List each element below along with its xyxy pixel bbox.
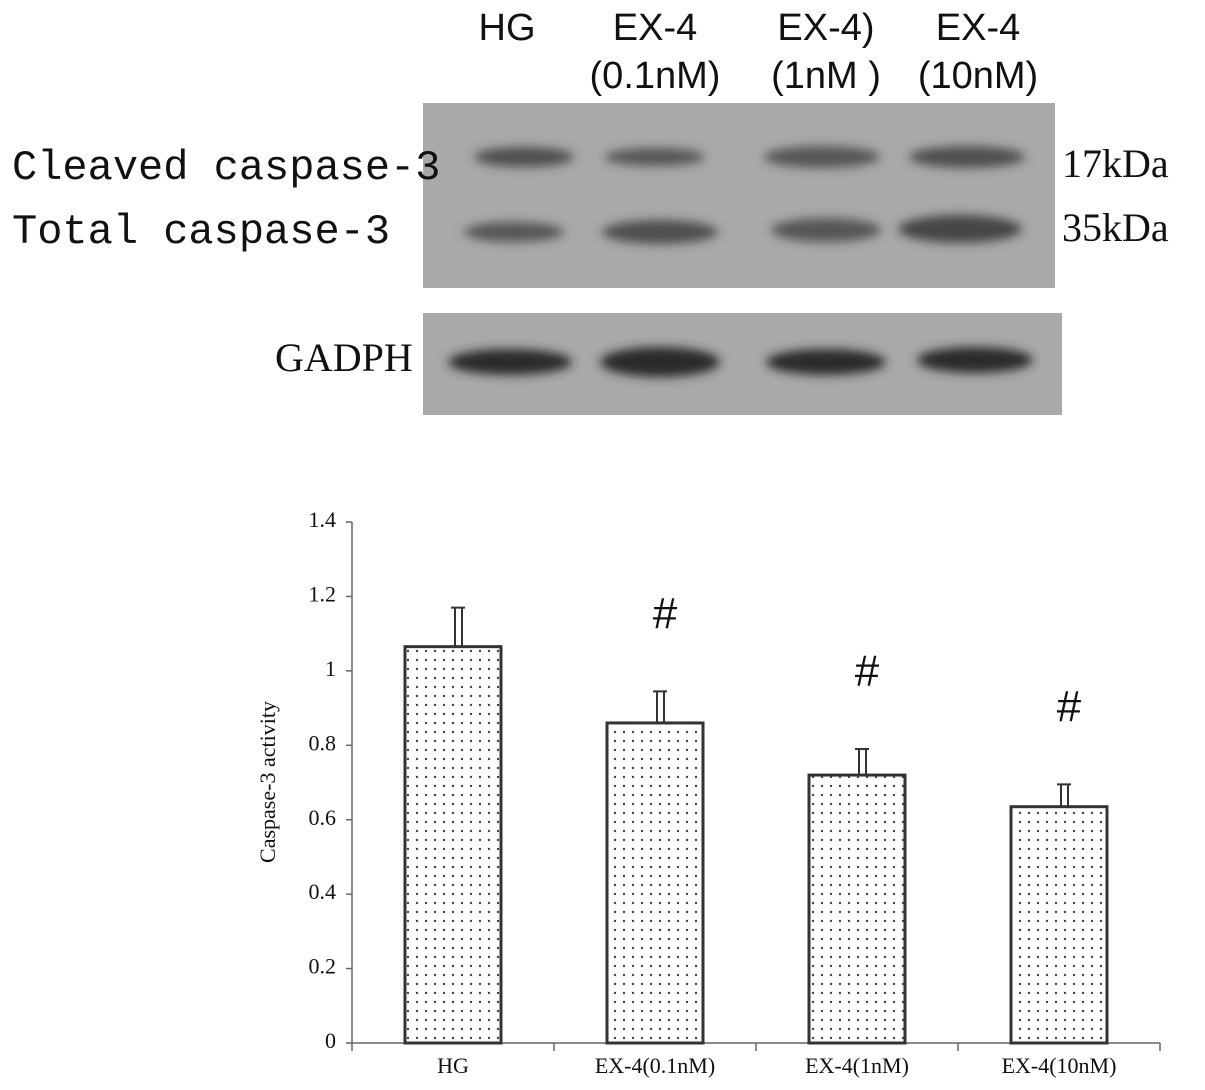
y-tick-label: 1.2 — [309, 581, 337, 606]
error-bar — [1057, 783, 1071, 807]
y-axis-label: Caspase-3 activity — [255, 701, 280, 863]
bar — [1009, 805, 1109, 1045]
size-label: 35kDa — [1062, 205, 1169, 250]
row-label: GADPH — [275, 335, 413, 380]
row-label: Cleaved caspase-3 — [12, 144, 440, 192]
lane-label: (10nM) — [918, 55, 1038, 97]
row-label: Total caspase-3 — [12, 208, 390, 256]
lane-label: HG — [479, 7, 536, 49]
blot-bands — [448, 347, 1033, 377]
y-tick-label: 0.6 — [309, 805, 337, 830]
lane-label: (1nM ) — [771, 55, 881, 97]
y-tick-label: 0.2 — [309, 954, 337, 979]
y-tick-label: 0.8 — [309, 730, 337, 755]
lane-label: EX-4) — [777, 7, 874, 49]
y-tick-label: 1 — [325, 656, 336, 681]
error-bar — [855, 748, 869, 776]
size-label: 17kDa — [1062, 141, 1169, 186]
lane-label: EX-4 — [936, 7, 1020, 49]
blot-image — [423, 103, 1055, 288]
annotation: # — [1057, 682, 1082, 731]
annotation: # — [855, 647, 880, 696]
x-tick-label: EX-4(0.1nM) — [595, 1053, 715, 1078]
y-tick-label: 0 — [325, 1028, 336, 1053]
y-tick-label: 1.4 — [309, 507, 337, 532]
lane-label: EX-4 — [613, 7, 697, 49]
bar — [807, 773, 907, 1045]
x-tick-label: EX-4(10nM) — [1002, 1053, 1117, 1078]
error-bar — [451, 606, 465, 647]
x-tick-label: EX-4(1nM) — [805, 1053, 909, 1078]
bar — [605, 721, 705, 1045]
bar — [403, 645, 503, 1045]
annotation: # — [653, 589, 678, 638]
lane-label: (0.1nM) — [590, 55, 721, 97]
error-bar — [653, 690, 667, 723]
blot-bands — [464, 146, 1025, 244]
x-tick-label: HG — [437, 1053, 469, 1078]
y-tick-label: 0.4 — [309, 879, 337, 904]
